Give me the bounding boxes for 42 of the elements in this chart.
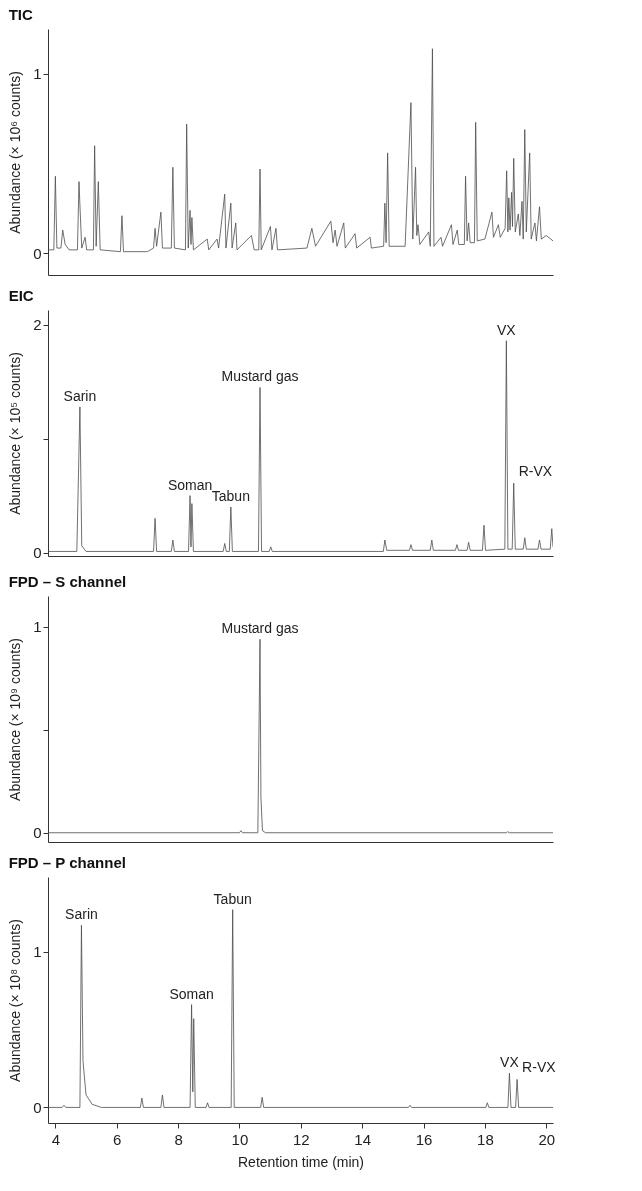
chart-title: FPD – S channel bbox=[8, 573, 127, 590]
line-series bbox=[48, 638, 553, 834]
x-tick-label: 8 bbox=[174, 1130, 183, 1148]
x-tick-label: 4 bbox=[51, 1130, 61, 1148]
line-series bbox=[48, 340, 553, 552]
chart-title: EIC bbox=[8, 287, 34, 304]
y-axis-title: Abundance (× 10⁸ counts) bbox=[7, 919, 24, 1082]
annotation: VX bbox=[500, 1054, 520, 1071]
annotation: Soman bbox=[169, 985, 214, 1002]
y-tick-label: 0 bbox=[33, 244, 42, 262]
y-tick-label: 1 bbox=[33, 618, 42, 636]
x-tick-label: 20 bbox=[538, 1130, 556, 1148]
annotation: Soman bbox=[167, 476, 213, 493]
y-axis-title: Abundance (× 10⁶ counts) bbox=[7, 71, 24, 234]
annotation: Mustard gas bbox=[221, 368, 299, 385]
chart-title: TIC bbox=[8, 6, 33, 23]
y-tick-label: 1 bbox=[33, 65, 42, 83]
annotation: VX bbox=[497, 321, 517, 338]
annotation: Sarin bbox=[65, 906, 98, 923]
y-tick-label: 0 bbox=[33, 1098, 42, 1116]
y-tick-label: 0 bbox=[33, 544, 42, 562]
chart-title: FPD – P channel bbox=[8, 854, 126, 871]
y-axis-title: Abundance (× 10⁵ counts) bbox=[7, 352, 24, 515]
annotation: R-VX bbox=[518, 463, 553, 480]
annotation: Mustard gas bbox=[221, 620, 299, 637]
x-tick-label: 10 bbox=[231, 1130, 249, 1148]
annotation: Tabun bbox=[213, 890, 252, 907]
x-tick-label: 14 bbox=[354, 1130, 372, 1148]
x-tick-label: 16 bbox=[415, 1130, 433, 1148]
y-tick-label: 0 bbox=[33, 824, 42, 842]
x-tick-label: 12 bbox=[292, 1130, 310, 1148]
y-tick-label: 1 bbox=[33, 943, 42, 961]
x-axis-title: Retention time (min) bbox=[237, 1153, 365, 1170]
x-tick-label: 18 bbox=[477, 1130, 494, 1148]
annotation: Sarin bbox=[63, 387, 97, 404]
x-tick-label: 6 bbox=[113, 1130, 122, 1148]
line-series bbox=[48, 48, 553, 253]
y-tick-label: 2 bbox=[33, 316, 42, 334]
annotation: R-VX bbox=[522, 1059, 557, 1076]
y-axis-title: Abundance (× 10⁹ counts) bbox=[7, 638, 24, 801]
line-series bbox=[48, 909, 553, 1108]
annotation: Tabun bbox=[211, 488, 250, 505]
